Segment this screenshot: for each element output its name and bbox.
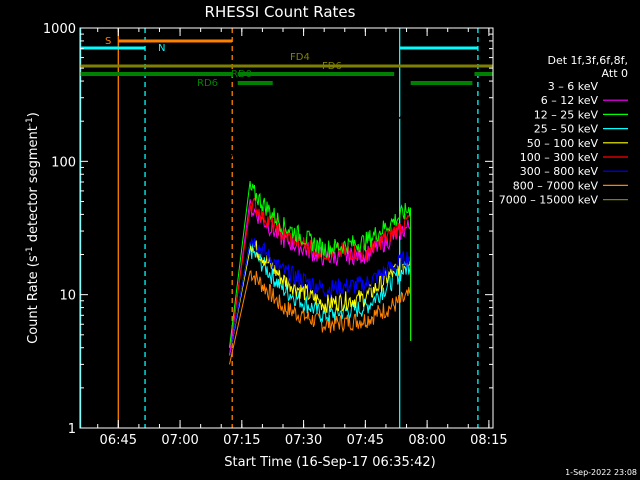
series-traces xyxy=(229,110,412,365)
flag-bars: S N FD4 FD6 RD0 RD6 xyxy=(80,36,493,89)
x-axis-label: Start Time (16-Sep-17 06:35:42) xyxy=(224,455,435,470)
chart-title: RHESSI Count Rates xyxy=(205,3,356,21)
axes: 1 10 100 1000 06:45 07:00 07:15 07:30 07:45 08:00… xyxy=(43,22,508,448)
series-6-12-kev xyxy=(229,199,412,356)
y-tick-label: 1000 xyxy=(43,22,76,37)
x-tick-label: 08:00 xyxy=(408,433,445,448)
x-tick-label: 07:30 xyxy=(285,433,322,448)
x-tick-label: 07:00 xyxy=(161,433,198,448)
y-tick-label: 10 xyxy=(59,289,76,304)
y-tick-label: 1 xyxy=(68,422,76,437)
y-tick-label: 100 xyxy=(51,155,76,170)
legend-label: 50 – 100 keV xyxy=(527,137,599,150)
x-tick-label: 07:15 xyxy=(223,433,260,448)
legend-label: 25 – 50 keV xyxy=(534,123,599,136)
render-timestamp: 1-Sep-2022 23:08 xyxy=(565,468,637,477)
attenuator-bands xyxy=(79,28,479,428)
x-tick-label: 07:45 xyxy=(347,433,384,448)
series-3-6-kev xyxy=(229,110,412,162)
legend-label: 3 – 6 keV xyxy=(548,80,599,93)
flag-label-rd0: RD0 xyxy=(231,69,252,80)
legend-header-att: Att 0 xyxy=(602,67,628,80)
legend-label: 800 – 7000 keV xyxy=(513,179,599,192)
flag-label-n: N xyxy=(158,43,165,54)
legend-header: Det 1f,3f,6f,8f, xyxy=(547,54,628,67)
legend-label: 300 – 800 keV xyxy=(520,165,599,178)
flag-label-s: S xyxy=(105,36,111,47)
legend-label: 7000 – 15000 keV xyxy=(499,194,599,207)
series-800-7000-kev xyxy=(229,270,412,365)
plot-frame xyxy=(79,27,494,429)
x-tick-label: 06:45 xyxy=(100,433,137,448)
flag-label-rd6: RD6 xyxy=(197,78,218,89)
series-25-50-kev xyxy=(229,242,412,356)
series-12-25-kev xyxy=(229,181,412,348)
x-tick-label: 08:15 xyxy=(470,433,507,448)
legend-label: 6 – 12 keV xyxy=(541,94,599,107)
legend-label: 100 – 300 keV xyxy=(520,151,599,164)
series-300-800-kev xyxy=(229,237,412,356)
legend-label: 12 – 25 keV xyxy=(534,108,599,121)
flag-label-fd6: FD6 xyxy=(322,61,342,72)
y-axis-label: Count Rate (s-1 detector segment-1) xyxy=(25,112,41,344)
flag-label-fd4: FD4 xyxy=(290,52,310,63)
